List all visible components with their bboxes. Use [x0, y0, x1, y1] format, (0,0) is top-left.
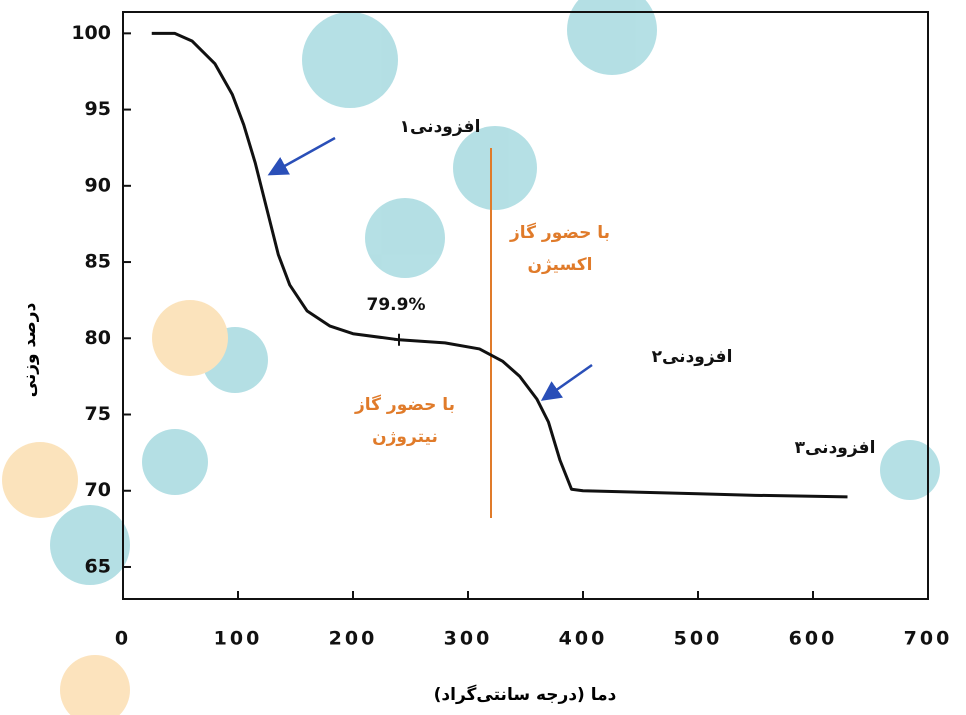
annotation: نیتروژن	[372, 427, 438, 447]
x-tick-label: 0	[115, 628, 131, 650]
y-tick-label: 70	[85, 479, 111, 501]
tga-curve	[152, 33, 848, 497]
annotation: با حضور گاز	[509, 222, 610, 243]
arrow	[545, 365, 592, 398]
annotation: با حضور گاز	[354, 394, 455, 415]
annotation: افزودنی۳	[795, 438, 876, 458]
x-axis-label: دما (درجه سانتی‌گراد)	[434, 684, 617, 705]
annotation: اکسیژن	[527, 255, 592, 275]
y-tick-label: 95	[85, 98, 111, 120]
x-tick-label: 100	[214, 628, 263, 650]
annotation: افزودنی۱	[400, 117, 481, 137]
y-tick-label: 80	[85, 327, 111, 349]
watermark	[2, 0, 940, 715]
x-tick-label: 300	[444, 628, 493, 650]
chart: درصد وزنی دما (درجه سانتی‌گراد) 65 70 75 80…	[0, 0, 966, 715]
marker-label: 79.9%	[367, 295, 426, 315]
y-tick-label: 65	[85, 555, 111, 577]
annotation: افزودنی۲	[652, 347, 733, 367]
x-tick-label: 500	[674, 628, 723, 650]
y-axis-label: درصد وزنی	[20, 302, 40, 397]
x-tick-label: 200	[329, 628, 378, 650]
y-tick-label: 100	[71, 22, 111, 44]
x-tick-label: 600	[789, 628, 838, 650]
point-marker	[394, 334, 404, 346]
y-tick-label: 85	[85, 251, 111, 273]
x-tick-label: 700	[904, 628, 953, 650]
arrow	[272, 138, 335, 173]
y-tick-label: 75	[85, 403, 111, 425]
plot-frame	[123, 12, 928, 599]
x-tick-label: 400	[559, 628, 608, 650]
y-tick-label: 90	[85, 174, 111, 196]
page: درصد وزنی دما (درجه سانتی‌گراد) 65 70 75 80…	[0, 0, 966, 715]
